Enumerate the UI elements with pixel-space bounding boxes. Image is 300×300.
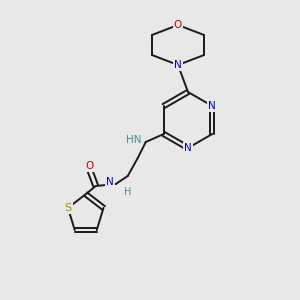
Text: N: N [174,60,182,70]
Text: S: S [64,203,71,213]
Text: HN: HN [126,135,142,145]
Text: H: H [124,187,131,197]
Text: N: N [184,143,192,153]
Text: N: N [208,101,216,111]
Text: N: N [106,177,114,187]
Text: O: O [85,161,94,171]
Text: O: O [174,20,182,30]
